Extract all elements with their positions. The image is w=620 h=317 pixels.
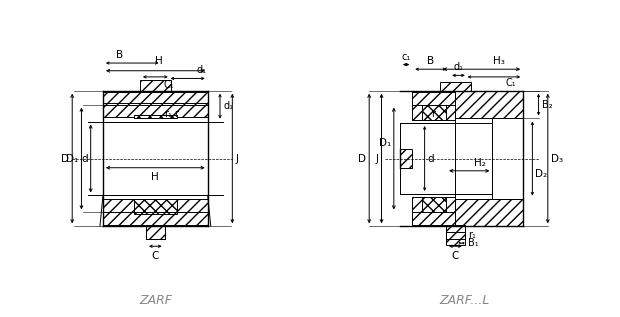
Bar: [422, 197, 446, 212]
Bar: [422, 105, 446, 120]
Bar: [412, 92, 456, 105]
Text: B: B: [117, 50, 123, 60]
Text: c₁: c₁: [402, 51, 411, 61]
Text: H₃: H₃: [492, 56, 505, 66]
Text: r₁: r₁: [164, 109, 172, 119]
Bar: [412, 212, 456, 225]
Bar: [400, 149, 412, 168]
Bar: [412, 197, 456, 212]
Text: J: J: [236, 153, 239, 164]
Text: H: H: [154, 56, 162, 66]
Bar: [456, 198, 523, 226]
Bar: [134, 115, 177, 119]
Bar: [456, 119, 492, 198]
Text: d₁: d₁: [223, 101, 233, 111]
Bar: [146, 225, 164, 239]
Text: B₂: B₂: [542, 100, 552, 110]
Text: D₁: D₁: [66, 153, 78, 164]
Bar: [103, 92, 208, 115]
Bar: [103, 212, 208, 225]
Text: r: r: [174, 109, 178, 119]
Text: C: C: [452, 251, 459, 261]
Bar: [103, 121, 208, 196]
Text: d: d: [81, 153, 87, 164]
Text: ZARF: ZARF: [139, 294, 172, 307]
Bar: [456, 91, 523, 119]
Text: r₁: r₁: [467, 230, 476, 241]
Text: B: B: [427, 56, 435, 66]
Bar: [400, 123, 492, 194]
Bar: [103, 103, 208, 117]
Text: d₁: d₁: [197, 65, 206, 75]
Bar: [412, 105, 456, 120]
Text: D: D: [61, 153, 69, 164]
Bar: [134, 115, 177, 119]
Text: D₂: D₂: [536, 169, 547, 179]
Text: C: C: [152, 251, 159, 261]
Text: C₁: C₁: [505, 78, 516, 88]
Text: d₁: d₁: [453, 62, 464, 72]
Text: d: d: [428, 153, 435, 164]
Text: H: H: [151, 172, 159, 182]
Bar: [134, 198, 177, 214]
Bar: [103, 198, 208, 212]
Bar: [440, 81, 471, 91]
Text: ZARF...L: ZARF...L: [440, 294, 490, 307]
Text: H₂: H₂: [474, 158, 486, 168]
Text: D₁: D₁: [378, 138, 391, 148]
Text: J: J: [376, 153, 378, 164]
Text: C₁: C₁: [163, 80, 174, 90]
Text: B₁: B₁: [467, 238, 479, 248]
Text: D: D: [358, 153, 366, 164]
Bar: [446, 232, 464, 245]
Text: D₃: D₃: [551, 153, 563, 164]
Bar: [446, 225, 464, 239]
Text: r: r: [431, 109, 435, 119]
Bar: [140, 80, 170, 91]
